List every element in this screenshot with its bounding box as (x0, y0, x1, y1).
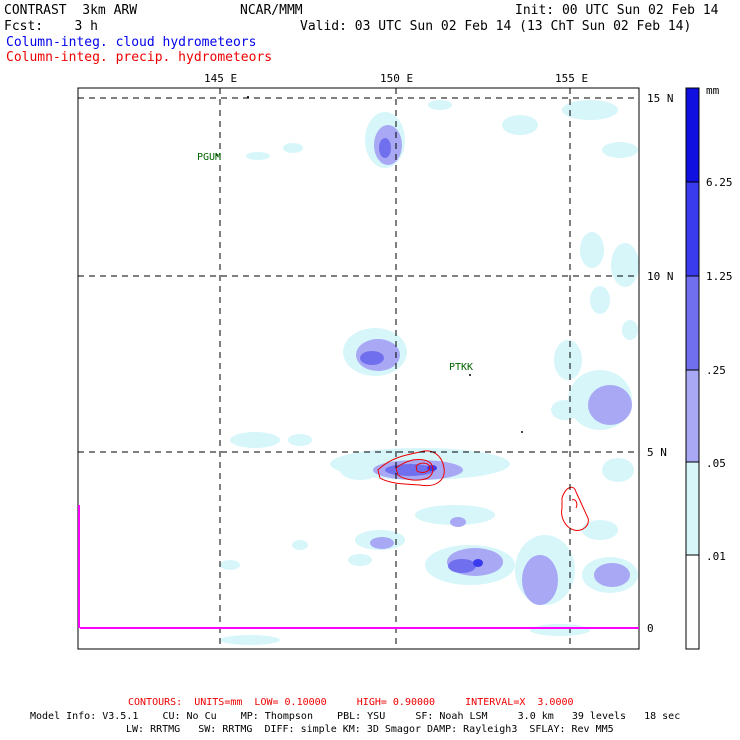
station-label-ptkk: PTKK (449, 362, 474, 373)
cloud-light-shading (220, 100, 639, 645)
lat-lon-grid (78, 88, 639, 649)
equator-line (78, 505, 639, 629)
model-info-line1: Model Info: V3.5.1 CU: No Cu MP: Thompso… (30, 711, 681, 722)
lon-label-145: 145 E (204, 72, 238, 85)
legend-level-6-25: 6.25 (706, 176, 733, 189)
cloud-field-label: Column-integ. cloud hydrometeors (6, 35, 257, 50)
legend-units: mm (706, 84, 720, 97)
forecast-hour: Fcst: 3 h (4, 19, 98, 34)
lon-label-155: 155 E (555, 72, 589, 85)
lon-label-150: 150 E (380, 72, 414, 85)
init-time: Init: 00 UTC Sun 02 Feb 14 (515, 3, 719, 18)
plot-title: CONTRAST 3km ARW (4, 3, 138, 18)
legend-level-0-05: .05 (706, 457, 726, 470)
lat-label-0: 0 (647, 622, 654, 635)
station-label-pgum: PGUM (197, 152, 222, 163)
precip-field-label: Column-integ. precip. hydrometeors (6, 50, 273, 65)
model-info-line2: LW: RRTMG SW: RRTMG DIFF: simple KM: 3D … (126, 724, 614, 735)
map-frame (77, 87, 640, 650)
lat-label-5n: 5 N (647, 446, 667, 459)
lat-label-15n: 15 N (647, 92, 674, 105)
legend-level-0-25: .25 (706, 364, 726, 377)
contour-info: CONTOURS: UNITS=mm LOW= 0.10000 HIGH= 0.… (128, 697, 574, 708)
legend-level-1-25: 1.25 (706, 270, 733, 283)
organization-label: NCAR/MMM (240, 3, 303, 18)
cloud-strong-shading (360, 138, 476, 573)
valid-time: Valid: 03 UTC Sun 02 Feb 14 (13 ChT Sun … (300, 19, 692, 34)
precip-contours (377, 450, 589, 531)
station-markers (216, 96, 523, 433)
legend-level-0-01: .01 (706, 550, 726, 563)
lat-label-10n: 10 N (647, 270, 674, 283)
legend-colorbar (685, 87, 700, 650)
